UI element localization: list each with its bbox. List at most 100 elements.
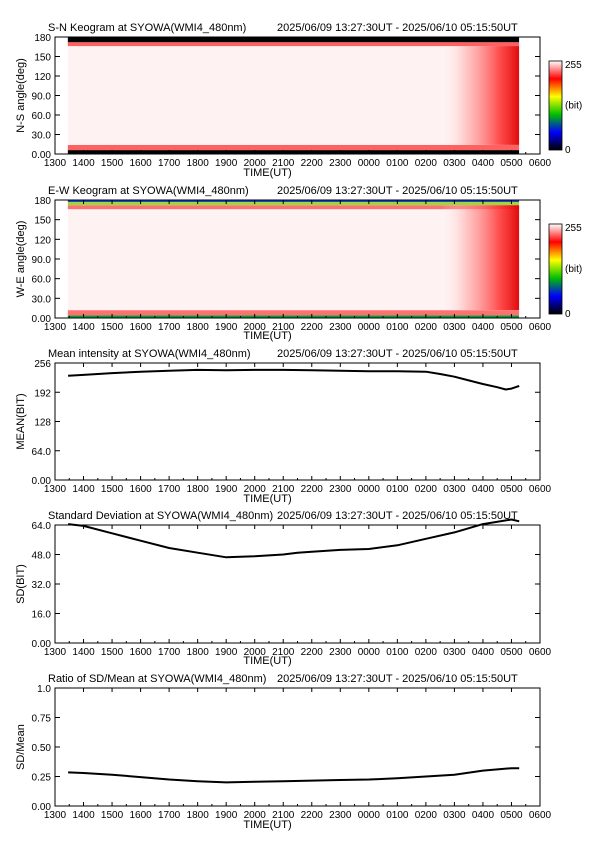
x-tick-label: 2100 bbox=[272, 322, 295, 333]
x-tick-label: 1400 bbox=[72, 322, 95, 333]
y-tick-label: 90.0 bbox=[32, 92, 52, 103]
x-tick-label: 1700 bbox=[158, 647, 181, 658]
x-tick-label: 2000 bbox=[244, 647, 267, 658]
plot-frame bbox=[54, 524, 541, 644]
x-tick-label: 2100 bbox=[272, 158, 295, 169]
x-tick-label: 0500 bbox=[500, 647, 523, 658]
chart-title: Ratio of SD/Mean at SYOWA(WMI4_480nm) bbox=[48, 673, 266, 685]
chart-panel-3: Mean intensity at SYOWA(WMI4_480nm) 2025/… bbox=[15, 348, 552, 505]
x-tick-label: 0200 bbox=[415, 647, 438, 658]
x-tick-label: 2300 bbox=[329, 484, 352, 495]
x-axis-label: TIME(UT) bbox=[243, 493, 291, 505]
x-tick-label: 2200 bbox=[301, 647, 324, 658]
x-tick-label: 1300 bbox=[44, 158, 67, 169]
plot-frame bbox=[54, 687, 541, 807]
colorbar-max-label: 255 bbox=[565, 223, 582, 234]
x-tick-label: 2300 bbox=[329, 647, 352, 658]
x-tick-label: 1500 bbox=[101, 484, 124, 495]
y-tick-label: 120 bbox=[34, 235, 51, 246]
chart-title: E-W Keogram at SYOWA(WMI4_480nm) bbox=[48, 185, 249, 197]
x-tick-label: 0400 bbox=[472, 158, 495, 169]
y-tick-label: 180 bbox=[34, 196, 51, 207]
x-tick-label: 1900 bbox=[215, 647, 238, 658]
colorbar bbox=[548, 60, 563, 151]
y-tick-label: 0.00 bbox=[32, 802, 52, 813]
keogram-band bbox=[67, 150, 520, 154]
x-tick-label: 2200 bbox=[301, 810, 324, 821]
x-tick-label: 0100 bbox=[386, 810, 409, 821]
x-tick-label: 0100 bbox=[386, 158, 409, 169]
keogram-band bbox=[67, 315, 520, 318]
keogram-band bbox=[67, 205, 520, 210]
x-tick-label: 1900 bbox=[215, 322, 238, 333]
keogram-band bbox=[67, 37, 520, 43]
y-tick-label: 0.50 bbox=[32, 743, 52, 754]
x-tick-label: 0300 bbox=[443, 810, 466, 821]
x-tick-label: 2300 bbox=[329, 810, 352, 821]
x-tick-label: 1600 bbox=[129, 810, 152, 821]
x-tick-label: 1900 bbox=[215, 484, 238, 495]
chart-time-range: 2025/06/09 13:27:30UT - 2025/06/10 05:15… bbox=[277, 22, 518, 34]
x-tick-label: 1800 bbox=[187, 647, 210, 658]
x-tick-label: 1600 bbox=[129, 484, 152, 495]
x-tick-label: 1300 bbox=[44, 484, 67, 495]
x-tick-label: 0100 bbox=[386, 647, 409, 658]
x-tick-label: 0200 bbox=[415, 322, 438, 333]
keogram-band bbox=[67, 310, 520, 316]
y-tick-label: 120 bbox=[34, 72, 51, 83]
x-tick-label: 1300 bbox=[44, 322, 67, 333]
x-tick-label: 1800 bbox=[187, 484, 210, 495]
x-tick-label: 0500 bbox=[500, 158, 523, 169]
x-tick-label: 2100 bbox=[272, 647, 295, 658]
y-tick-label: 0.00 bbox=[32, 150, 52, 161]
x-tick-label: 1800 bbox=[187, 158, 210, 169]
x-tick-label: 0300 bbox=[443, 322, 466, 333]
colorbar-unit-label: (bit) bbox=[565, 101, 582, 112]
y-tick-label: 32.0 bbox=[32, 580, 52, 591]
x-tick-label: 2100 bbox=[272, 484, 295, 495]
x-axis-label: TIME(UT) bbox=[243, 819, 291, 831]
y-tick-label: 90.0 bbox=[32, 255, 52, 266]
y-axis-label: N-S angle(deg) bbox=[15, 58, 27, 133]
x-tick-label: 2300 bbox=[329, 322, 352, 333]
y-axis-label: W-E angle(deg) bbox=[15, 221, 27, 298]
y-tick-label: 192 bbox=[34, 388, 51, 399]
chart-time-range: 2025/06/09 13:27:30UT - 2025/06/10 05:15… bbox=[277, 348, 518, 360]
x-tick-label: 1500 bbox=[101, 810, 124, 821]
keogram-band bbox=[67, 42, 520, 47]
y-tick-label: 64.0 bbox=[32, 521, 52, 532]
x-tick-label: 2000 bbox=[244, 322, 267, 333]
x-tick-label: 0000 bbox=[358, 647, 381, 658]
x-tick-label: 0200 bbox=[415, 810, 438, 821]
x-tick-label: 1800 bbox=[187, 810, 210, 821]
x-tick-label: 2200 bbox=[301, 322, 324, 333]
x-tick-label: 2300 bbox=[329, 158, 352, 169]
x-tick-label: 1400 bbox=[72, 810, 95, 821]
x-tick-label: 0100 bbox=[386, 484, 409, 495]
x-tick-label: 0500 bbox=[500, 484, 523, 495]
x-tick-label: 1700 bbox=[158, 322, 181, 333]
x-tick-label: 0200 bbox=[415, 484, 438, 495]
colorbar-unit-label: (bit) bbox=[565, 264, 582, 275]
y-tick-label: 150 bbox=[34, 53, 51, 64]
x-axis-label: TIME(UT) bbox=[243, 330, 291, 342]
y-tick-label: 30.0 bbox=[32, 294, 52, 305]
series-line bbox=[68, 368, 520, 391]
x-tick-label: 0500 bbox=[500, 322, 523, 333]
keogram-band bbox=[67, 144, 520, 151]
x-tick-label: 0600 bbox=[529, 810, 552, 821]
x-tick-label: 0400 bbox=[472, 810, 495, 821]
x-tick-label: 1500 bbox=[101, 158, 124, 169]
x-tick-label: 0300 bbox=[443, 158, 466, 169]
x-tick-label: 0100 bbox=[386, 322, 409, 333]
y-tick-label: 0.00 bbox=[32, 314, 52, 325]
dawn-region bbox=[440, 205, 520, 311]
x-tick-label: 0300 bbox=[443, 484, 466, 495]
x-tick-label: 1400 bbox=[72, 647, 95, 658]
x-tick-label: 0600 bbox=[529, 647, 552, 658]
x-axis-label: TIME(UT) bbox=[243, 655, 291, 667]
x-tick-label: 0000 bbox=[358, 484, 381, 495]
x-tick-label: 0000 bbox=[358, 810, 381, 821]
dawn-region bbox=[440, 46, 520, 145]
